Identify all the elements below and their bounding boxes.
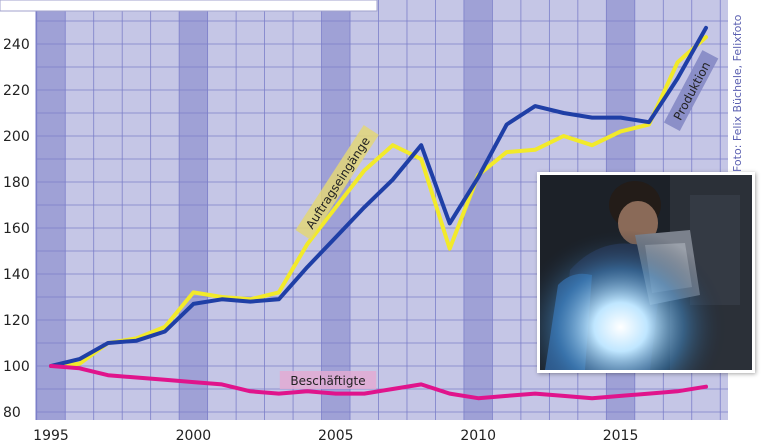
y-tick-label: 140: [3, 267, 30, 283]
series-label-box: [663, 50, 719, 131]
year-band-1995: [36, 0, 66, 420]
series-label-box: [295, 125, 379, 240]
series-line-produktion: [49, 25, 708, 368]
series-line-auftragseingänge: [49, 35, 708, 368]
welder-at-work-icon: [540, 175, 752, 370]
x-tick-label: 1995: [33, 428, 69, 444]
y-tick-label: 240: [3, 37, 30, 53]
y-tick-label: 80: [3, 405, 21, 421]
y-tick-label: 120: [3, 313, 30, 329]
photo-credit-text: Foto: Felix Büchele, Felixfoto: [731, 14, 744, 172]
x-tick-label: 2015: [603, 428, 639, 444]
x-tick-label: 2005: [318, 428, 354, 444]
series-line-beschäftigte: [49, 364, 708, 401]
series-label: Beschäftigte: [279, 371, 377, 389]
x-tick-label: 2010: [460, 428, 496, 444]
y-tick-label: 160: [3, 221, 30, 237]
series-label-text: Beschäftigte: [290, 374, 365, 388]
year-band-2000: [179, 0, 208, 420]
top-left-panel: [0, 0, 378, 12]
year-band-2010: [463, 0, 493, 420]
welder-photo: [537, 172, 755, 373]
y-tick-label: 180: [3, 175, 30, 191]
y-tick-label: 100: [3, 359, 30, 375]
y-tick-label: 220: [3, 83, 30, 99]
series-label-box: [279, 371, 377, 389]
x-tick-label: 2000: [176, 428, 212, 444]
y-tick-label: 200: [3, 129, 30, 145]
